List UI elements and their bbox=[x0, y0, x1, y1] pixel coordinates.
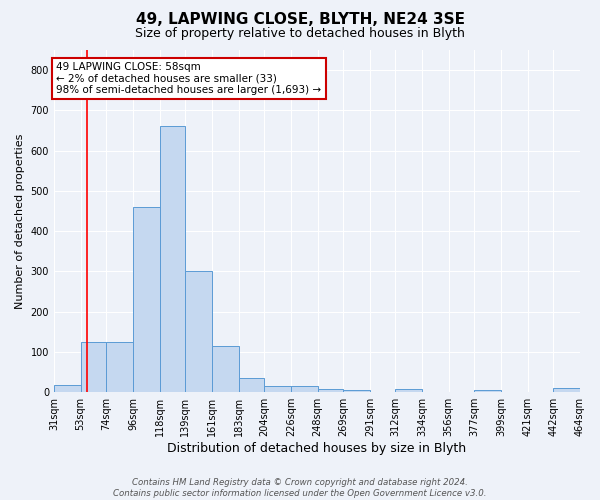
Text: Contains HM Land Registry data © Crown copyright and database right 2024.
Contai: Contains HM Land Registry data © Crown c… bbox=[113, 478, 487, 498]
Text: Size of property relative to detached houses in Blyth: Size of property relative to detached ho… bbox=[135, 28, 465, 40]
Bar bbox=[291, 386, 317, 392]
Bar bbox=[264, 386, 291, 392]
Y-axis label: Number of detached properties: Number of detached properties bbox=[15, 134, 25, 309]
X-axis label: Distribution of detached houses by size in Blyth: Distribution of detached houses by size … bbox=[167, 442, 467, 455]
Bar bbox=[54, 385, 80, 392]
Bar bbox=[343, 390, 370, 392]
Bar bbox=[106, 342, 133, 392]
Bar bbox=[133, 207, 160, 392]
Bar bbox=[239, 378, 264, 392]
Bar bbox=[80, 342, 106, 392]
Bar bbox=[474, 390, 501, 392]
Text: 49 LAPWING CLOSE: 58sqm
← 2% of detached houses are smaller (33)
98% of semi-det: 49 LAPWING CLOSE: 58sqm ← 2% of detached… bbox=[56, 62, 322, 96]
Bar bbox=[553, 388, 580, 392]
Bar bbox=[317, 389, 343, 392]
Text: 49, LAPWING CLOSE, BLYTH, NE24 3SE: 49, LAPWING CLOSE, BLYTH, NE24 3SE bbox=[136, 12, 464, 28]
Bar bbox=[160, 126, 185, 392]
Bar bbox=[212, 346, 239, 392]
Bar bbox=[395, 389, 422, 392]
Bar bbox=[185, 272, 212, 392]
